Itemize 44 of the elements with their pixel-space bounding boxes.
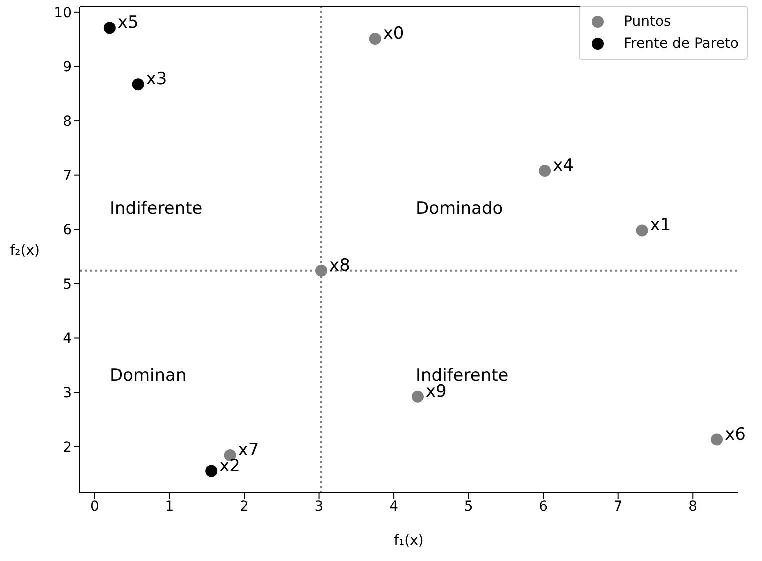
y-axis-title: f₂(x): [10, 242, 40, 259]
annotation: Dominan: [110, 366, 187, 386]
point: [412, 390, 424, 403]
x-tick-label: 4: [390, 498, 399, 515]
y-tick-label: 4: [63, 331, 72, 348]
y-tick-label: 8: [63, 114, 72, 130]
x-axis-title: f₁(x): [394, 533, 424, 549]
point: [206, 465, 218, 478]
x-tick-label: 2: [240, 498, 249, 515]
annotation: x2: [220, 456, 240, 476]
y-tick-label: 5: [63, 276, 72, 293]
point: [316, 264, 328, 277]
legend-label: Frente de Pareto: [624, 35, 739, 54]
x-tick-label: 7: [614, 498, 623, 515]
x-tick-label: 1: [165, 498, 174, 515]
annotation: x5: [118, 13, 139, 34]
annotation: x1: [650, 216, 672, 236]
x-tick-label: 5: [464, 498, 474, 515]
x-tick-label: 0: [90, 498, 100, 515]
legend-label: Puntos: [624, 13, 672, 32]
point: [636, 224, 648, 237]
y-tick-label: 6: [63, 222, 72, 239]
y-tick-label: 3: [63, 386, 72, 402]
annotation: x9: [426, 382, 447, 402]
x-tick-label: 6: [539, 498, 548, 515]
annotation: x0: [383, 24, 404, 44]
annotation: x4: [553, 156, 574, 176]
annotation: x8: [330, 256, 350, 276]
annotation: x7: [238, 440, 260, 461]
annotation: x3: [146, 70, 168, 90]
point: [711, 434, 724, 446]
point: [539, 164, 552, 177]
annotation: x6: [725, 424, 746, 445]
y-tick-label: 7: [63, 168, 72, 184]
point: [132, 78, 144, 91]
y-tick-label: 2: [63, 440, 72, 456]
point: [104, 22, 116, 34]
x-tick-label: 3: [314, 498, 324, 515]
annotation: Dominado: [416, 199, 504, 219]
annotation: Indiferente: [110, 199, 203, 219]
point: [369, 33, 382, 46]
x-tick-label: 8: [688, 498, 698, 515]
y-tick-label: 9: [63, 60, 72, 76]
y-tick-label: 10: [54, 5, 72, 22]
